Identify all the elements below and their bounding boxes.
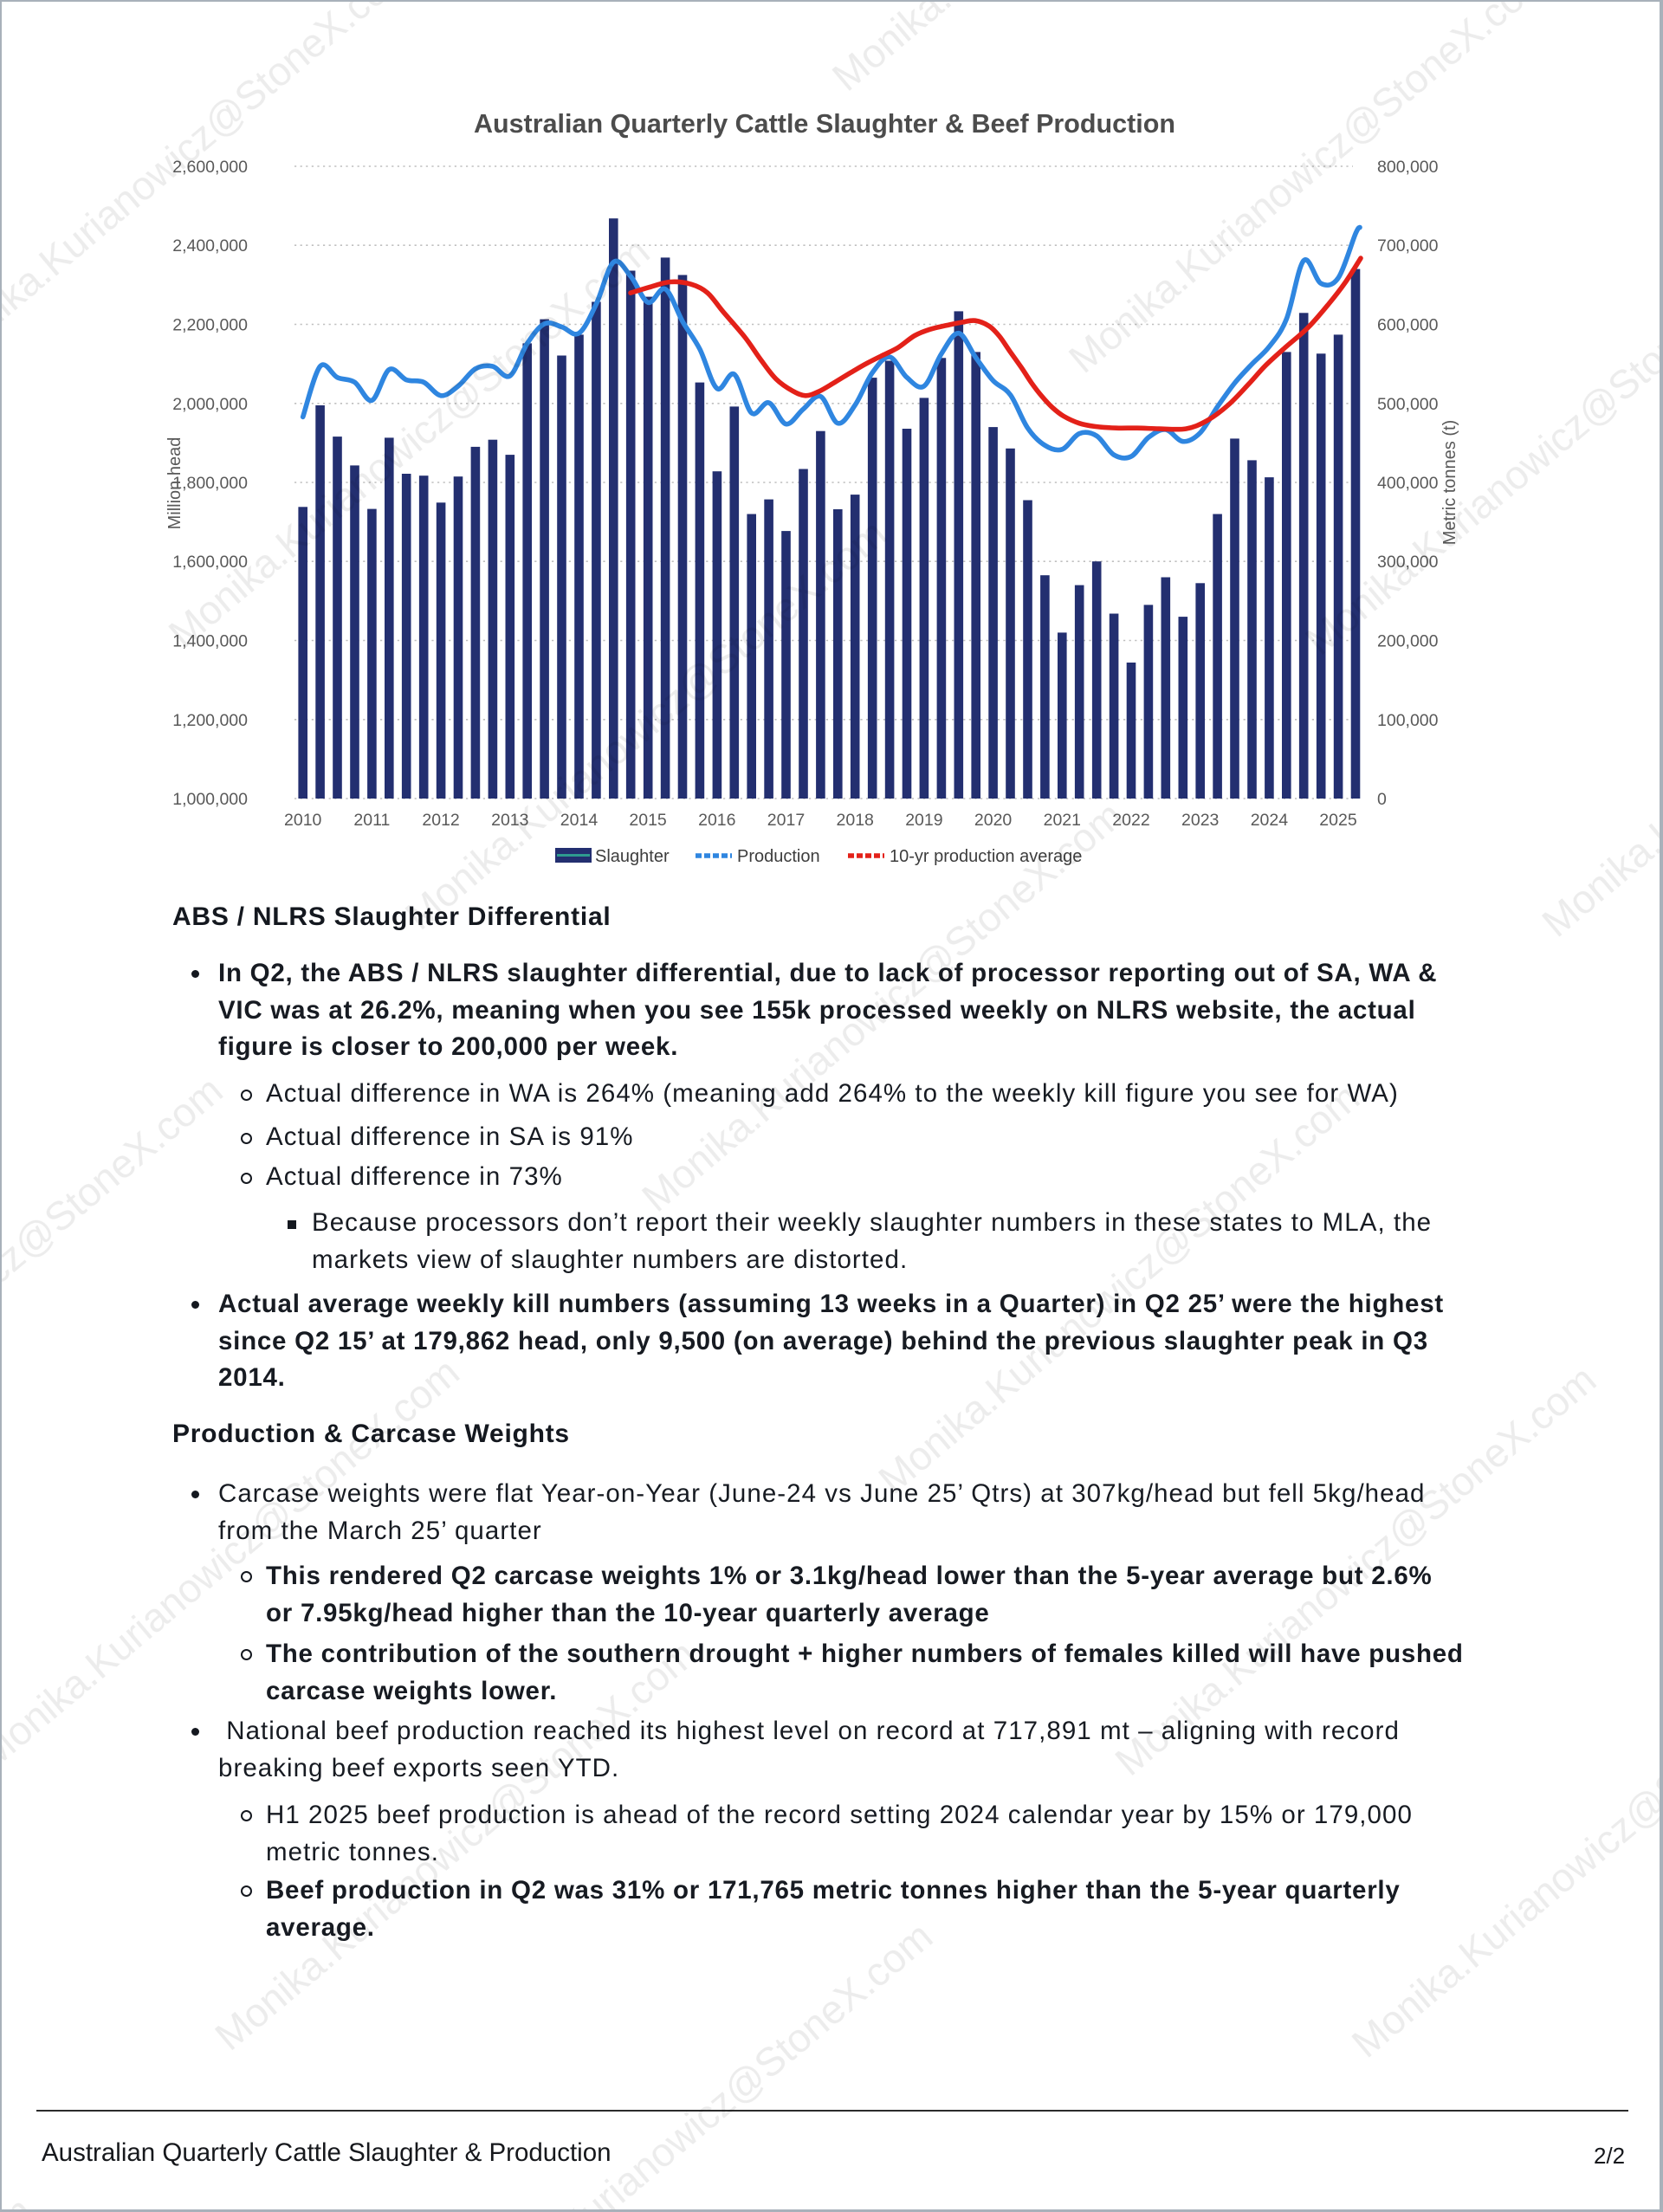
svg-text:500,000: 500,000 bbox=[1377, 395, 1439, 414]
svg-text:2014: 2014 bbox=[560, 811, 599, 830]
svg-text:Production: Production bbox=[737, 847, 820, 866]
svg-text:2,000,000: 2,000,000 bbox=[172, 395, 248, 414]
svg-text:1,600,000: 1,600,000 bbox=[172, 553, 248, 572]
svg-text:2,200,000: 2,200,000 bbox=[172, 316, 248, 335]
svg-text:2013: 2013 bbox=[491, 811, 528, 830]
svg-text:100,000: 100,000 bbox=[1377, 711, 1439, 730]
svg-text:600,000: 600,000 bbox=[1377, 316, 1439, 335]
svg-text:2023: 2023 bbox=[1181, 811, 1219, 830]
svg-text:1,000,000: 1,000,000 bbox=[172, 790, 248, 809]
svg-text:Million head: Million head bbox=[165, 437, 184, 530]
svg-text:2,400,000: 2,400,000 bbox=[172, 236, 248, 255]
svg-text:Metric tonnes (t): Metric tonnes (t) bbox=[1440, 420, 1459, 545]
svg-text:2018: 2018 bbox=[837, 811, 874, 830]
svg-text:2016: 2016 bbox=[698, 811, 735, 830]
svg-text:700,000: 700,000 bbox=[1377, 236, 1439, 255]
svg-text:2015: 2015 bbox=[629, 811, 667, 830]
svg-text:1,400,000: 1,400,000 bbox=[172, 632, 248, 651]
svg-text:2012: 2012 bbox=[422, 811, 459, 830]
svg-text:2,600,000: 2,600,000 bbox=[172, 158, 248, 177]
svg-text:2017: 2017 bbox=[767, 811, 805, 830]
svg-text:300,000: 300,000 bbox=[1377, 553, 1439, 572]
svg-text:Australian Quarterly Cattle Sl: Australian Quarterly Cattle Slaughter & … bbox=[474, 109, 1175, 139]
svg-text:Slaughter: Slaughter bbox=[595, 847, 670, 866]
svg-text:2020: 2020 bbox=[974, 811, 1013, 830]
svg-text:200,000: 200,000 bbox=[1377, 632, 1439, 651]
svg-text:400,000: 400,000 bbox=[1377, 474, 1439, 493]
svg-text:2022: 2022 bbox=[1112, 811, 1149, 830]
svg-text:2010: 2010 bbox=[284, 811, 322, 830]
svg-text:1,200,000: 1,200,000 bbox=[172, 711, 248, 730]
svg-text:2011: 2011 bbox=[353, 811, 390, 830]
svg-text:2019: 2019 bbox=[905, 811, 942, 830]
svg-text:2021: 2021 bbox=[1044, 811, 1081, 830]
svg-text:0: 0 bbox=[1377, 790, 1387, 809]
svg-text:800,000: 800,000 bbox=[1377, 158, 1439, 177]
svg-text:2024: 2024 bbox=[1251, 811, 1289, 830]
svg-text:10-yr production average: 10-yr production average bbox=[890, 847, 1082, 866]
svg-text:2025: 2025 bbox=[1319, 811, 1357, 830]
